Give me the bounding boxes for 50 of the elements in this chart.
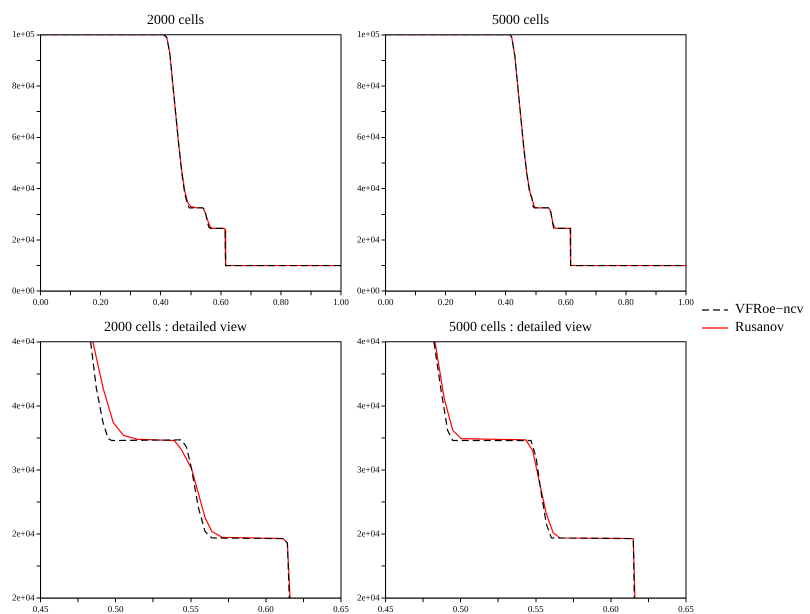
chart-title: 5000 cells bbox=[492, 13, 550, 28]
y-tick-label: 2e+04 bbox=[12, 592, 36, 603]
y-tick-label: 8e+04 bbox=[356, 80, 380, 90]
y-tick-label: 1e+05 bbox=[356, 29, 380, 40]
x-tick-label: 0.60 bbox=[603, 604, 620, 614]
x-tick-label: 0.20 bbox=[92, 296, 110, 307]
y-tick-label: 0e+00 bbox=[356, 286, 380, 296]
chart-title: 5000 cells : detailed view bbox=[448, 320, 593, 336]
y-tick-label: 4e+04 bbox=[356, 183, 380, 193]
x-tick-label: 0.80 bbox=[618, 296, 634, 307]
x-tick-label: 0.60 bbox=[258, 604, 274, 614]
x-tick-label: 0.40 bbox=[498, 296, 514, 307]
y-tick-label: 6e+04 bbox=[356, 132, 380, 142]
y-tick-label: 6e+04 bbox=[12, 132, 36, 142]
x-tick-label: 0.50 bbox=[452, 604, 470, 614]
y-tick-label: 2e+04 bbox=[356, 592, 380, 603]
y-tick-label: 4e+04 bbox=[12, 400, 36, 410]
x-tick-label: 0.00 bbox=[378, 296, 394, 307]
y-tick-label: 4e+04 bbox=[12, 183, 36, 193]
y-tick-label: 0e+00 bbox=[12, 286, 36, 296]
y-tick-label: 2e+04 bbox=[356, 528, 380, 538]
y-tick-label: 4e+04 bbox=[356, 336, 380, 346]
y-tick-label: 2e+04 bbox=[12, 528, 36, 538]
x-tick-label: 0.50 bbox=[108, 604, 124, 614]
x-tick-label: 0.45 bbox=[378, 604, 394, 614]
y-tick-label: 3e+04 bbox=[12, 464, 36, 474]
y-tick-label: 2e+04 bbox=[356, 234, 380, 244]
x-tick-label: 0.80 bbox=[273, 296, 290, 307]
legend-label: Rusanov bbox=[735, 320, 784, 336]
chart-title: 2000 cells bbox=[146, 13, 204, 28]
x-tick-label: 0.60 bbox=[212, 296, 230, 307]
x-tick-label: 0.00 bbox=[32, 296, 49, 307]
y-tick-label: 4e+04 bbox=[12, 336, 36, 346]
x-tick-label: 0.40 bbox=[152, 296, 170, 307]
y-tick-label: 4e+04 bbox=[356, 400, 380, 410]
y-tick-label: 2e+04 bbox=[12, 234, 36, 244]
x-tick-label: 1.00 bbox=[333, 296, 350, 307]
x-tick-label: 0.65 bbox=[333, 604, 350, 614]
x-tick-label: 0.55 bbox=[528, 604, 544, 614]
x-tick-label: 0.55 bbox=[182, 604, 200, 614]
x-tick-label: 0.65 bbox=[678, 604, 694, 614]
y-tick-label: 1e+05 bbox=[12, 29, 36, 40]
x-tick-label: 0.45 bbox=[32, 604, 49, 614]
y-tick-label: 3e+04 bbox=[356, 464, 380, 474]
legend-label: VFRoe−ncv bbox=[735, 302, 804, 318]
x-tick-label: 0.60 bbox=[558, 296, 574, 307]
y-tick-label: 8e+04 bbox=[12, 80, 36, 90]
x-tick-label: 1.00 bbox=[678, 296, 694, 307]
chart-title: 2000 cells : detailed view bbox=[104, 320, 248, 336]
x-tick-label: 0.20 bbox=[438, 296, 454, 307]
